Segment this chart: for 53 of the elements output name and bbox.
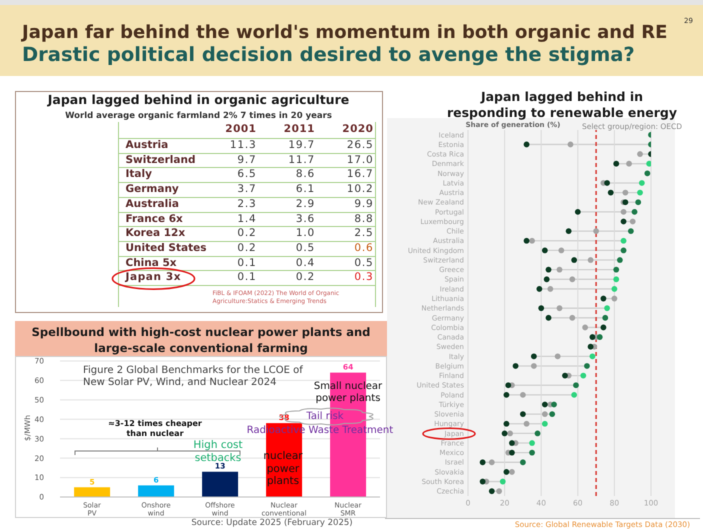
data-label: 2.5: [353, 227, 374, 240]
data-label: 9.7: [236, 154, 256, 166]
data-label: 3.6: [294, 212, 315, 226]
text: Drastic political decision desired to avenge the stigma?: [22, 42, 635, 66]
category-label: Korea 12x: [126, 227, 186, 240]
category-label: United States: [126, 242, 206, 255]
data-label: 1.0: [294, 227, 315, 240]
data-label: 0.1: [236, 256, 256, 270]
data-label: 8.6: [294, 168, 315, 182]
data-label: 11.3: [228, 139, 256, 152]
data-label: 2.9: [294, 198, 315, 210]
annotation: High cost setbacks: [192, 439, 244, 464]
category-label: Japan 3x: [126, 271, 182, 284]
category-label: Italy: [126, 168, 152, 182]
category-label: Germany: [126, 183, 179, 196]
data-label: 0.1: [236, 271, 256, 284]
data-label: 8.8: [353, 212, 374, 226]
data-label: 26.5: [346, 139, 374, 152]
data-label: 0.5: [294, 242, 315, 255]
data-label: 6.5: [236, 168, 256, 182]
text: 2011: [282, 123, 315, 136]
data-label: 0.2: [294, 271, 315, 284]
text: Japan lagged behind in organic agriculture: [46, 92, 350, 107]
data-label: 6.1: [294, 183, 315, 196]
data-label: 0.6: [353, 242, 374, 255]
data-label: 19.7: [287, 139, 315, 152]
data-label: 10.2: [346, 183, 374, 196]
data-label: 0.5: [353, 256, 374, 270]
annotation: ≈3-12 times cheaper than nuclear: [107, 419, 203, 438]
text: Figure 2 Global Benchmarks for the LCOE of New Solar PV, Wind, and Nuclear 2024: [83, 365, 303, 388]
data-label: 3.7: [236, 183, 256, 196]
series-label: 2001: [224, 123, 256, 136]
chart-title: Spellbound with high-cost nuclear power plants and large-scale conventional farming: [30, 325, 372, 356]
text: Japan far behind the world's momentum in both organic and RE: [22, 22, 668, 43]
source-note: Source: Update 2025 (February 2025): [190, 518, 354, 528]
data-label: 16.7: [346, 168, 374, 182]
chart-title: Japan lagged behind in responding to renewable energy: [446, 89, 678, 121]
data-label: 0.2: [236, 227, 256, 240]
data-label: 11.7: [287, 154, 315, 166]
category-label: Australia: [126, 198, 179, 210]
data-label: 0.4: [294, 256, 315, 270]
category-label: France 6x: [126, 212, 183, 226]
category-label: Switzerland: [126, 154, 196, 166]
text: 2020: [341, 123, 374, 136]
category-label: China 5x: [126, 256, 177, 270]
text: World average organic farmland 2% 7 times in 20 years: [64, 111, 333, 122]
data-label: 1.4: [236, 212, 256, 226]
category-label: Austria: [126, 139, 168, 152]
data-label: 17.0: [346, 154, 374, 166]
data-label: 2.3: [236, 198, 256, 210]
data-label: 0.2: [237, 242, 256, 254]
data-label: 9.9: [353, 198, 374, 210]
data-label: 0.3: [353, 271, 374, 284]
